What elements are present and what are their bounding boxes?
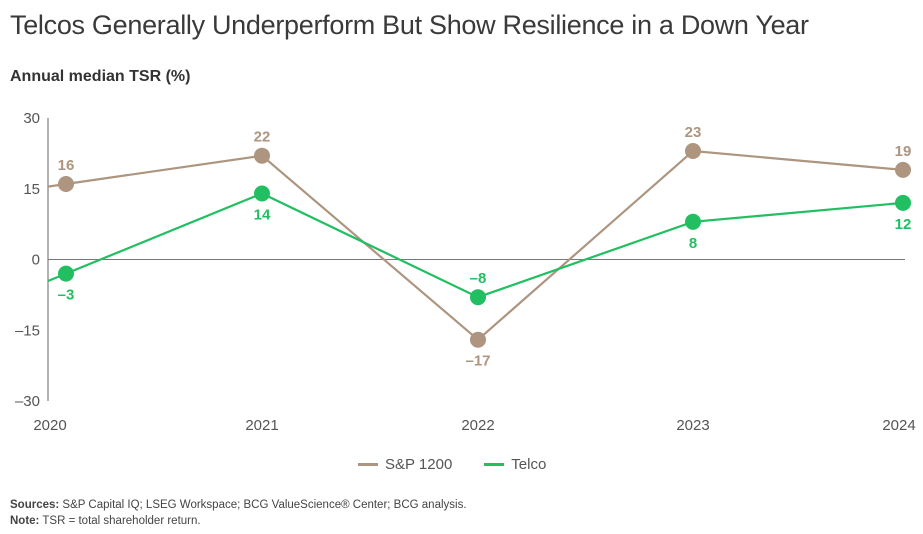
y-tick-label: 15 (23, 181, 40, 198)
x-tick-label: 2023 (676, 417, 709, 434)
legend-label-telco: Telco (511, 456, 547, 473)
data-label-telco-2020: –3 (58, 287, 75, 304)
legend-label-sp1200: S&P 1200 (385, 456, 453, 473)
point-telco-2020 (58, 265, 74, 282)
y-tick-label: 30 (23, 110, 40, 127)
point-telco-2021 (254, 185, 270, 202)
series-group (47, 143, 911, 348)
chart-subtitle: Annual median TSR (%) (10, 68, 191, 85)
data-label-sp1200-2023: 23 (685, 124, 702, 141)
point-sp1200-2020 (58, 176, 74, 192)
data-label-telco-2023: 8 (689, 235, 697, 252)
chart-title: Telcos Generally Underperform But Show R… (10, 10, 809, 40)
data-labels: 16 22 –17 23 19 –3 14 –8 8 12 (58, 124, 912, 370)
data-label-telco-2024: 12 (895, 216, 912, 233)
point-telco-2023 (685, 213, 701, 230)
note-label: Note: (10, 515, 40, 527)
note-line: Note: TSR = total shareholder return. (10, 513, 467, 529)
point-sp1200-2021 (254, 147, 270, 164)
sources-label: Sources: (10, 499, 60, 511)
series-line-sp1200 (47, 149, 904, 342)
sources-text: S&P Capital IQ; LSEG Workspace; BCG Valu… (59, 499, 467, 511)
x-tick-label: 2022 (461, 417, 494, 434)
legend-item-telco: Telco (484, 456, 546, 473)
point-sp1200-2023 (685, 143, 701, 159)
y-tick-label: –15 (15, 322, 40, 339)
y-tick-label: 0 (32, 252, 40, 269)
legend-swatch-sp1200 (358, 463, 378, 466)
point-sp1200-2022 (470, 331, 486, 348)
x-tick-label: 2021 (245, 417, 278, 434)
data-label-telco-2021: 14 (254, 207, 271, 224)
x-tick-label: 2020 (33, 417, 66, 434)
data-label-sp1200-2021: 22 (254, 129, 271, 146)
data-label-sp1200-2024: 19 (895, 143, 912, 160)
legend-swatch-telco (484, 463, 505, 466)
data-label-sp1200-2020: 16 (58, 157, 75, 174)
point-sp1200-2024 (895, 161, 911, 178)
footnotes: Sources: S&P Capital IQ; LSEG Workspace;… (10, 497, 467, 529)
y-tick-label: –30 (15, 393, 40, 410)
data-label-telco-2022: –8 (470, 270, 487, 287)
legend: S&P 1200 Telco (358, 456, 546, 473)
data-label-sp1200-2022: –17 (465, 353, 490, 370)
point-telco-2024 (895, 194, 911, 211)
legend-item-sp1200: S&P 1200 (358, 456, 452, 473)
note-text: TSR = total shareholder return. (39, 515, 201, 527)
point-telco-2022 (470, 289, 486, 306)
axes: 30 15 0 –15 –30 2020 2021 2022 2023 2024 (15, 110, 916, 434)
x-tick-label: 2024 (882, 417, 915, 434)
sources-line: Sources: S&P Capital IQ; LSEG Workspace;… (10, 497, 467, 513)
